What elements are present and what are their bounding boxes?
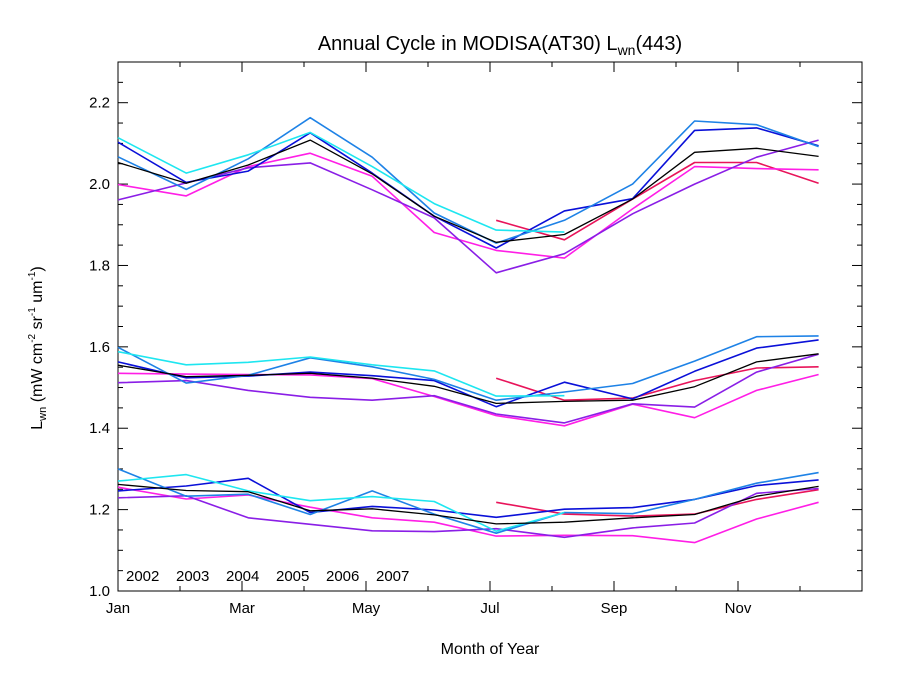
- series-line-2007-band-0: [117, 131, 565, 233]
- y-label-sup2: -1: [27, 307, 38, 316]
- series-line-2004-band-2: [117, 487, 819, 539]
- y-tick-label: 1.6: [89, 339, 110, 356]
- y-label-units-d: ): [29, 266, 46, 271]
- x-tick-label: Sep: [601, 600, 628, 617]
- x-tick-label: May: [352, 600, 381, 617]
- y-label-base-sub: wn: [37, 407, 49, 422]
- series-line-2004-band-1: [117, 353, 819, 424]
- legend-entry-2005: 2005: [276, 568, 309, 585]
- plot-area: Jan Mar May Jul Sep Nov 1.0 1.2 1.4 1.6 1.8 2.0 2.2 2…: [89, 61, 863, 617]
- series-line-2003-band-2: [117, 486, 819, 544]
- legend-entry-2002: 2002: [126, 568, 159, 585]
- legend-entry-2004: 2004: [226, 568, 259, 585]
- y-axis-label: Lwn (mW cm-2 sr-1 um-1): [27, 266, 49, 429]
- series-line-2004-band-0: [117, 139, 819, 274]
- series-line-mean-band-0: [117, 139, 819, 243]
- legend-entry-2007: 2007: [376, 568, 409, 585]
- series-line-2003-band-1: [117, 372, 819, 427]
- y-label-units-a: (mW cm: [29, 343, 46, 407]
- series-line-2002-band-2: [496, 488, 819, 517]
- series-line-2007-band-1: [117, 350, 565, 397]
- series-line-2003-band-0: [117, 152, 819, 259]
- series-line-2006-band-1: [117, 335, 819, 401]
- chart-title: Annual Cycle in MODISA(AT30) Lwn(443): [318, 33, 682, 58]
- chart-title-subscript: wn: [617, 42, 636, 58]
- x-tick-label: Mar: [229, 600, 255, 617]
- y-label-units-b: sr: [29, 315, 46, 333]
- x-axis-label: Month of Year: [441, 641, 540, 658]
- y-tick-label: 1.4: [89, 420, 110, 437]
- y-tick-label: 1.8: [89, 257, 110, 274]
- series-line-mean-band-1: [117, 353, 819, 405]
- x-tick-label: Jan: [106, 600, 130, 617]
- chart-title-prefix: Annual Cycle in MODISA(AT30) L: [318, 33, 618, 55]
- legend-entry-2003: 2003: [176, 568, 209, 585]
- series-line-2005-band-0: [117, 127, 819, 249]
- chart-title-suffix: (443): [635, 33, 682, 55]
- y-tick-label: 2.2: [89, 95, 110, 112]
- series-line-2002-band-0: [495, 161, 819, 241]
- legend-entry-2006: 2006: [326, 568, 359, 585]
- x-tick-label: Jul: [480, 600, 499, 617]
- y-label-units-c: um: [29, 281, 46, 308]
- y-tick-label: 1.0: [89, 583, 110, 600]
- series-line-2007-band-2: [117, 473, 565, 532]
- y-label-sup1: -2: [27, 333, 38, 342]
- series-line-2006-band-2: [117, 468, 819, 534]
- series-line-mean-band-2: [117, 483, 819, 525]
- y-label-sup3: -1: [27, 271, 38, 280]
- series-line-2006-band-0: [117, 116, 819, 244]
- y-tick-label: 2.0: [89, 176, 110, 193]
- x-tick-label: Nov: [725, 600, 752, 617]
- y-label-base: L: [29, 421, 46, 430]
- y-tick-label: 1.2: [89, 502, 110, 519]
